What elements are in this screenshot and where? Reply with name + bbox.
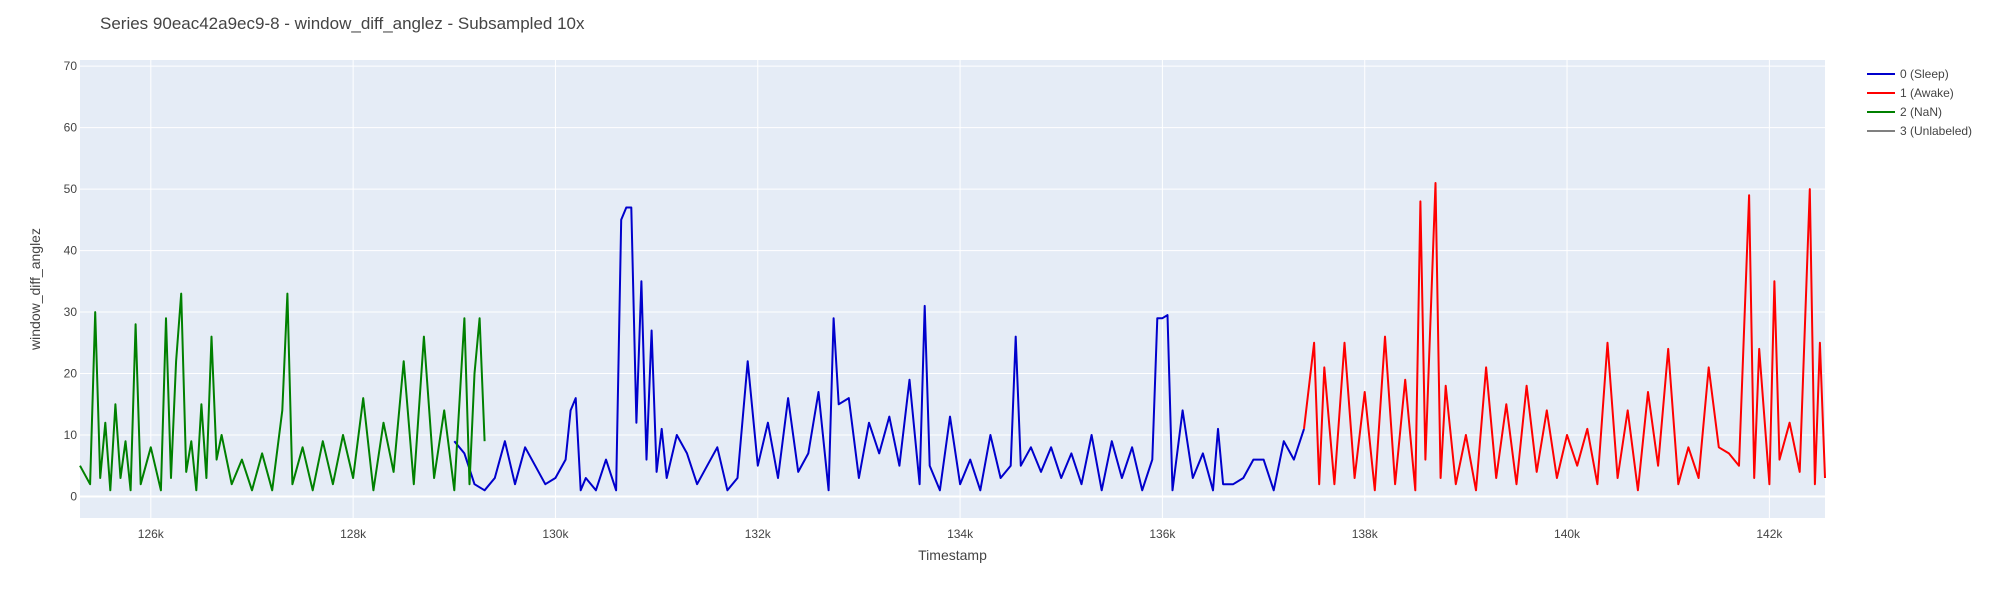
x-axis: 126k 128k 130k 132k 134k 136k 138k 140k 142k: [138, 527, 1784, 541]
chart-title: Series 90eac42a9ec9-8 - window_diff_angl…: [100, 14, 585, 33]
x-axis-title: Timestamp: [918, 547, 987, 563]
legend-label: 0 (Sleep): [1900, 67, 1949, 81]
series-line-1-awake: [1303, 182, 1826, 492]
x-tick-label: 138k: [1352, 527, 1379, 541]
legend-item[interactable]: 2 (NaN): [1867, 105, 1942, 119]
y-axis: 0 10 20 30 40 50 60 70: [64, 59, 78, 503]
y-tick-label: 50: [64, 182, 78, 196]
y-tick-label: 10: [64, 428, 78, 442]
y-tick-label: 30: [64, 305, 78, 319]
x-tick-label: 142k: [1756, 527, 1783, 541]
x-tick-label: 136k: [1149, 527, 1176, 541]
x-tick-label: 132k: [745, 527, 772, 541]
y-tick-label: 60: [64, 121, 78, 135]
legend-label: 2 (NaN): [1900, 105, 1942, 119]
series-layer: [79, 182, 1826, 492]
plot-area: [80, 60, 1825, 518]
legend-item[interactable]: 3 (Unlabeled): [1867, 124, 1972, 138]
x-tick-label: 126k: [138, 527, 165, 541]
x-tick-label: 128k: [340, 527, 367, 541]
legend-item[interactable]: 0 (Sleep): [1867, 67, 1949, 81]
series-line-2-nan: [79, 292, 486, 492]
x-tick-label: 130k: [542, 527, 569, 541]
legend-label: 3 (Unlabeled): [1900, 124, 1972, 138]
series-line-0-sleep: [453, 206, 1305, 492]
legend-item[interactable]: 1 (Awake): [1867, 86, 1954, 100]
y-tick-label: 40: [64, 244, 78, 258]
legend[interactable]: 0 (Sleep) 1 (Awake) 2 (NaN) 3 (Unlabeled): [1867, 67, 1972, 138]
y-tick-label: 20: [64, 367, 78, 381]
x-tick-label: 134k: [947, 527, 974, 541]
grid: [80, 60, 1825, 518]
legend-label: 1 (Awake): [1900, 86, 1954, 100]
y-tick-label: 0: [70, 489, 77, 503]
x-tick-label: 140k: [1554, 527, 1581, 541]
y-axis-title: window_diff_anglez: [27, 228, 43, 351]
y-tick-label: 70: [64, 59, 78, 73]
